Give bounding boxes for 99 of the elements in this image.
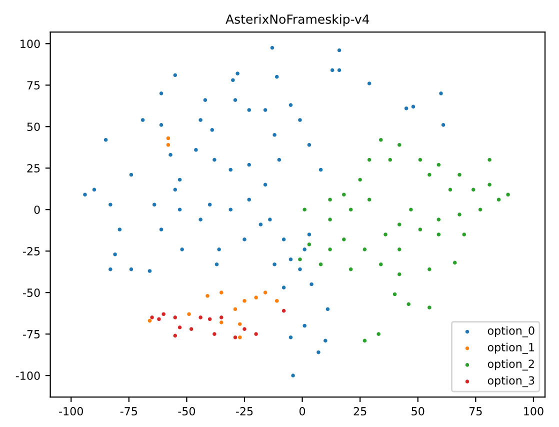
y-tick-label: 100 xyxy=(20,40,40,48)
y-tick-label: 50 xyxy=(27,122,40,131)
point xyxy=(328,198,332,202)
legend-label: option_2 xyxy=(488,359,534,370)
point xyxy=(166,142,170,147)
point xyxy=(348,208,353,212)
point xyxy=(362,338,367,343)
point xyxy=(428,306,432,310)
point xyxy=(318,262,323,266)
y-tick-label: -100 xyxy=(16,372,40,380)
legend-label: option_0 xyxy=(488,326,534,338)
point xyxy=(206,294,210,298)
legend-label: option_1 xyxy=(488,342,534,354)
y-tick-label: 25 xyxy=(27,164,40,172)
x-tick-label: -25 xyxy=(236,407,253,416)
legend-label: option_3 xyxy=(488,376,534,388)
point xyxy=(488,182,492,187)
point xyxy=(274,298,279,303)
point xyxy=(173,334,178,338)
point xyxy=(418,158,422,162)
point xyxy=(488,158,492,162)
point xyxy=(242,298,246,303)
point xyxy=(238,335,242,340)
point xyxy=(436,232,441,236)
point xyxy=(348,267,353,272)
point xyxy=(458,172,462,177)
point xyxy=(436,218,441,222)
point xyxy=(162,312,166,316)
point xyxy=(342,238,346,242)
y-tick-label: 75 xyxy=(27,81,40,90)
point xyxy=(378,262,383,266)
point xyxy=(367,198,372,202)
point xyxy=(307,242,312,246)
point xyxy=(448,188,452,192)
point xyxy=(178,326,182,330)
point xyxy=(198,316,202,320)
point xyxy=(328,218,332,222)
point xyxy=(189,327,194,331)
point xyxy=(238,322,242,326)
y-tick-label: -25 xyxy=(22,247,40,256)
point xyxy=(428,172,432,177)
point xyxy=(362,248,367,252)
point xyxy=(148,318,152,323)
x-tick-label: 0 xyxy=(299,407,306,416)
chart-title: AsterixNoFrameskip-v4 xyxy=(226,14,370,26)
point xyxy=(233,335,238,340)
point xyxy=(187,312,191,316)
point xyxy=(397,222,402,226)
point xyxy=(212,332,216,336)
point xyxy=(478,208,482,212)
point xyxy=(254,332,258,336)
point xyxy=(157,317,161,322)
point xyxy=(452,260,457,265)
point xyxy=(378,138,383,142)
point xyxy=(397,142,402,147)
point xyxy=(418,228,422,232)
x-tick-label: 25 xyxy=(354,407,366,416)
point xyxy=(219,320,224,324)
x-tick-label: -75 xyxy=(120,407,138,416)
x-tick-label: -100 xyxy=(59,407,83,416)
point xyxy=(173,316,178,320)
point xyxy=(397,248,402,252)
point xyxy=(397,272,402,276)
point xyxy=(302,208,306,212)
point xyxy=(428,267,432,272)
point xyxy=(219,316,224,320)
point xyxy=(208,317,212,322)
point xyxy=(282,308,286,313)
point xyxy=(298,257,302,262)
point xyxy=(388,158,392,162)
point xyxy=(384,232,388,236)
point xyxy=(150,316,154,320)
x-tick-label: 50 xyxy=(412,407,424,416)
point xyxy=(471,188,476,192)
x-tick-label: -50 xyxy=(178,407,196,416)
x-tick-label: 100 xyxy=(524,407,544,416)
point xyxy=(436,162,441,167)
point xyxy=(219,290,224,294)
point xyxy=(496,198,501,202)
point xyxy=(392,292,397,296)
y-tick-label: 0 xyxy=(34,206,40,214)
point xyxy=(376,332,380,336)
point xyxy=(233,307,238,312)
point xyxy=(458,212,462,216)
y-tick-label: -50 xyxy=(22,288,40,297)
point xyxy=(263,290,268,294)
point xyxy=(367,158,372,162)
point xyxy=(242,327,246,331)
point xyxy=(358,178,362,182)
point xyxy=(254,296,258,300)
point xyxy=(462,232,466,236)
point xyxy=(406,302,411,306)
point xyxy=(166,136,170,140)
x-tick-label: 75 xyxy=(470,407,482,416)
y-tick-label: -75 xyxy=(22,330,40,338)
point xyxy=(328,248,332,252)
point xyxy=(506,192,510,197)
point xyxy=(342,192,346,197)
point xyxy=(409,208,413,212)
